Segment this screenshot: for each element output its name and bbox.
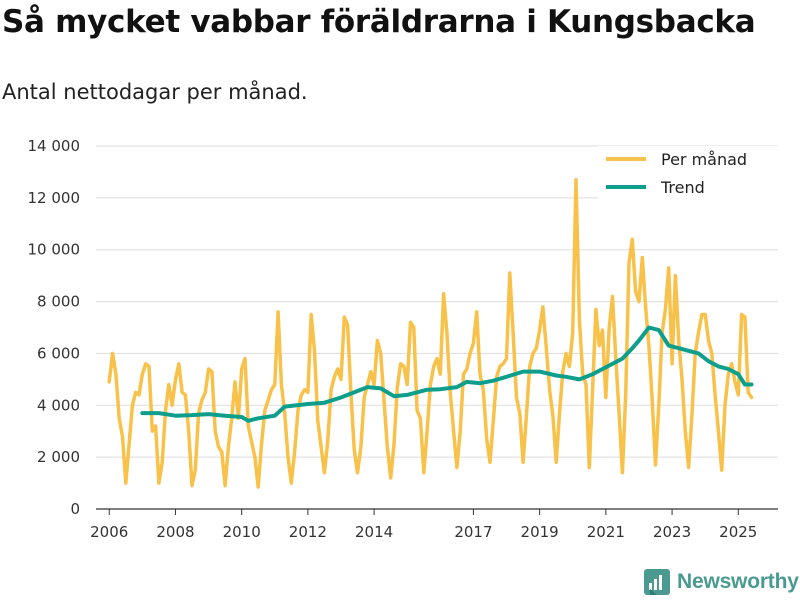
legend-label-per-month: Per månad — [661, 150, 747, 169]
newsworthy-brand[interactable]: Newsworthy — [644, 569, 799, 595]
gridlines: 0 2 000 4 000 6 000 8 000 10 000 12 000 14 000 — [28, 137, 778, 518]
series-line-trend — [140, 325, 754, 423]
x-tick-label: 2008 — [156, 523, 194, 541]
y-tick-label: 14 000 — [28, 137, 81, 155]
legend-label-trend: Trend — [660, 178, 705, 197]
newsworthy-logo-icon — [644, 569, 670, 595]
x-tick-label: 2023 — [653, 523, 691, 541]
chart-title: Så mycket vabbar föräldrarna i Kungsback… — [2, 4, 756, 40]
y-tick-label: 4 000 — [37, 396, 80, 414]
x-tick-label: 2010 — [223, 523, 261, 541]
y-tick-label: 10 000 — [28, 241, 81, 259]
x-tick-label: 2025 — [719, 523, 757, 541]
x-tick-label: 2014 — [355, 523, 393, 541]
legend: Per månad Trend — [598, 146, 778, 204]
legend-background — [598, 146, 778, 204]
series-lines — [107, 177, 754, 489]
x-axis: 2006 2008 2010 2012 2014 2017 2019 2021 2023 2025 — [90, 509, 757, 541]
brand-name: Newsworthy — [677, 570, 799, 593]
y-tick-label: 0 — [70, 500, 80, 518]
y-tick-label: 2 000 — [37, 448, 80, 466]
x-tick-label: 2019 — [521, 523, 559, 541]
y-tick-label: 6 000 — [37, 344, 80, 362]
y-tick-label: 8 000 — [37, 293, 80, 311]
x-tick-label: 2017 — [454, 523, 492, 541]
x-tick-label: 2021 — [587, 523, 625, 541]
x-tick-label: 2006 — [90, 523, 128, 541]
series-line-per-month — [107, 177, 754, 489]
y-tick-label: 12 000 — [28, 189, 81, 207]
chart-subtitle: Antal nettodagar per månad. — [2, 80, 308, 104]
x-tick-label: 2012 — [289, 523, 327, 541]
